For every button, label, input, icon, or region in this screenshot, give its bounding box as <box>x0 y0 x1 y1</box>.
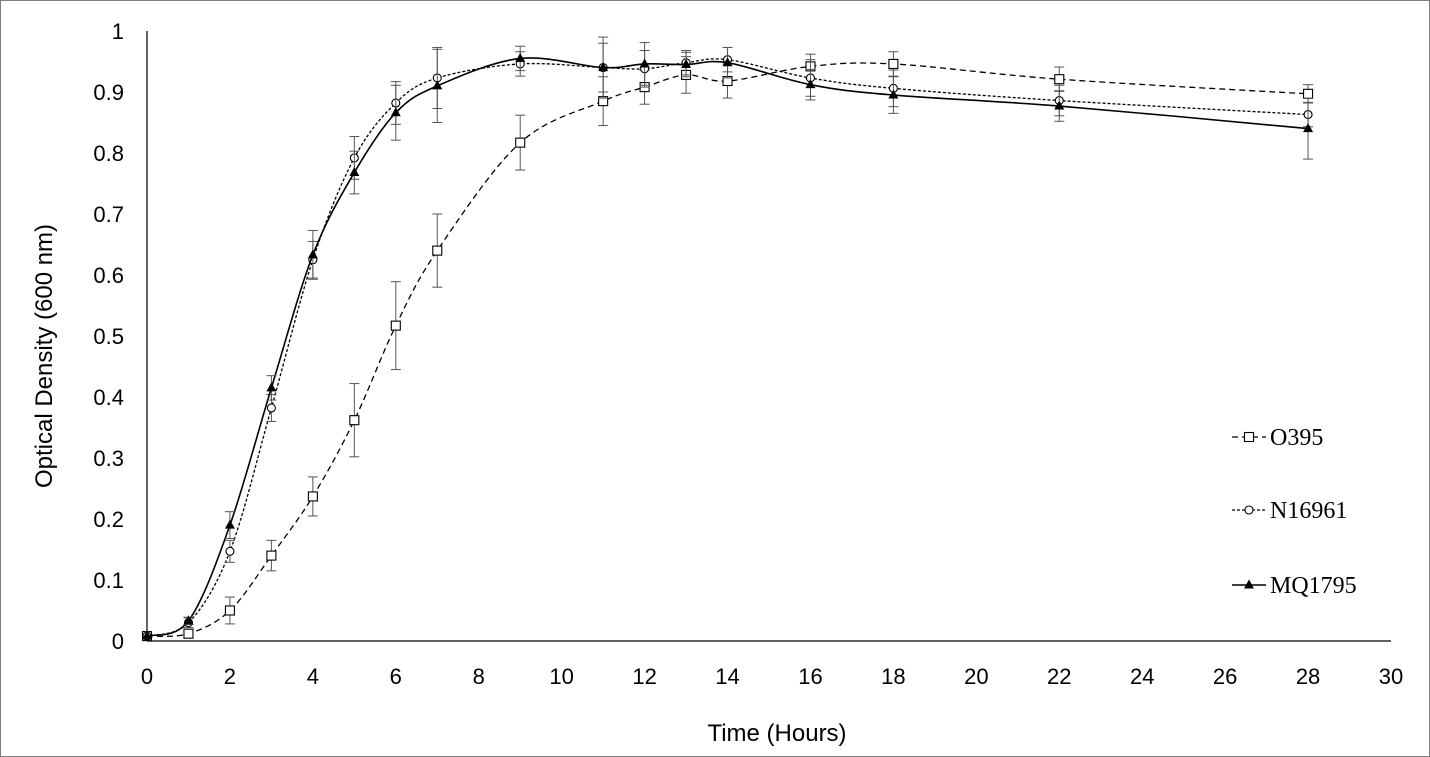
series-o395 <box>141 51 1314 642</box>
data-point <box>225 546 235 556</box>
y-tick-label: 0.1 <box>93 568 124 593</box>
data-point <box>432 80 443 90</box>
x-tick-label: 6 <box>390 664 402 689</box>
x-tick-label: 22 <box>1047 664 1071 689</box>
x-axis-title: Time (Hours) <box>707 720 846 747</box>
legend-marker <box>1244 579 1254 589</box>
series-n16961 <box>142 36 1314 641</box>
data-point <box>349 415 360 426</box>
y-tick-label: 0.2 <box>93 507 124 532</box>
x-tick-label: 30 <box>1379 664 1403 689</box>
data-point <box>266 550 277 561</box>
x-tick-label: 4 <box>307 664 319 689</box>
data-point <box>183 615 194 625</box>
legend-label: N16961 <box>1270 498 1347 524</box>
x-tick-label: 26 <box>1213 664 1237 689</box>
x-tick-label: 2 <box>224 664 236 689</box>
x-tick-label: 16 <box>798 664 822 689</box>
data-point <box>515 137 526 148</box>
x-tick-label: 0 <box>141 664 153 689</box>
series-line <box>146 57 1309 637</box>
series-layer <box>141 36 1314 642</box>
y-tick-label: 0.9 <box>93 80 124 105</box>
data-point <box>805 79 816 89</box>
x-tick-label: 10 <box>549 664 573 689</box>
x-tick-label: 14 <box>715 664 739 689</box>
y-tick-label: 0.8 <box>93 141 124 166</box>
y-axis-title: Optical Density (600 nm) <box>31 224 58 488</box>
data-point <box>266 403 276 413</box>
y-tick-label: 0.3 <box>93 446 124 471</box>
data-point <box>722 57 733 67</box>
series-mq1795 <box>142 42 1314 640</box>
data-point <box>1054 100 1065 110</box>
data-point <box>432 245 443 256</box>
data-point <box>1303 123 1314 133</box>
x-tick-label: 28 <box>1296 664 1320 689</box>
series-line <box>146 58 1309 637</box>
data-point <box>1054 74 1065 85</box>
series-line <box>146 62 1309 637</box>
data-point <box>307 249 318 259</box>
data-point <box>224 605 235 616</box>
y-tick-label: 0.4 <box>93 385 124 410</box>
data-point <box>888 89 899 99</box>
legend: O395 N16961 MQ1795 <box>1232 425 1357 599</box>
data-point <box>1303 88 1314 99</box>
data-point <box>307 491 318 502</box>
legend-item-mq1795: MQ1795 <box>1232 573 1357 599</box>
x-tick-label: 8 <box>473 664 485 689</box>
y-tick-label: 0 <box>112 629 124 654</box>
y-tick-label: 1 <box>112 19 124 44</box>
x-tick-labels: 0 2 4 6 8 10 12 14 16 18 20 22 24 26 28 30 <box>141 664 1403 689</box>
data-point <box>390 320 401 331</box>
data-point <box>515 52 526 62</box>
x-tick-label: 20 <box>964 664 988 689</box>
data-point <box>681 59 692 69</box>
y-tick-label: 0.7 <box>93 202 124 227</box>
legend-marker <box>1244 505 1254 515</box>
data-point <box>224 519 235 529</box>
legend-label: O395 <box>1270 425 1323 451</box>
axes <box>146 31 1391 642</box>
data-point <box>598 62 609 72</box>
data-point <box>142 630 152 640</box>
y-tick-labels: 0 0.1 0.2 0.3 0.4 0.5 0.6 0.7 0.8 0.9 1 <box>93 19 124 654</box>
y-tick-label: 0.6 <box>93 263 124 288</box>
data-point <box>888 58 899 69</box>
legend-item-n16961: N16961 <box>1232 498 1347 524</box>
data-point <box>183 628 194 639</box>
data-point <box>390 107 401 117</box>
legend-label: MQ1795 <box>1270 573 1357 599</box>
y-tick-label: 0.5 <box>93 324 124 349</box>
data-point <box>639 58 650 68</box>
legend-marker <box>1243 431 1255 443</box>
x-tick-label: 24 <box>1130 664 1154 689</box>
data-point <box>266 382 277 392</box>
data-point <box>349 167 360 177</box>
x-tick-label: 12 <box>632 664 656 689</box>
x-tick-label: 18 <box>881 664 905 689</box>
legend-item-o395: O395 <box>1232 425 1323 451</box>
